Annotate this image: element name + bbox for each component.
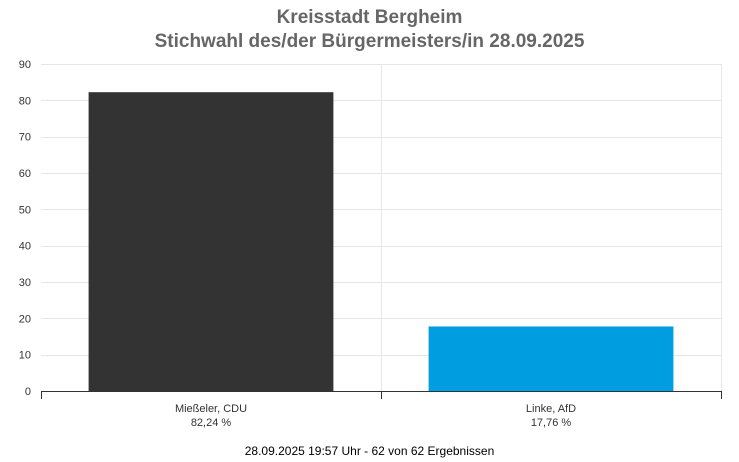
y-tick-label: 70 (19, 132, 31, 144)
y-tick-label: 50 (19, 204, 31, 216)
y-tick-label: 90 (19, 59, 31, 71)
bar-1[interactable] (88, 92, 334, 391)
axis-labels: 0 10 20 30 40 50 60 70 80 90 Mießeler, CDU 82,24 % L… (19, 59, 576, 429)
y-tick-label: 40 (19, 241, 31, 253)
x-percentage-label: 82,24 % (191, 417, 232, 429)
y-tick-label: 20 (19, 313, 31, 325)
x-category-label: Mießeler, CDU (175, 403, 247, 415)
results-footer: 28.09.2025 19:57 Uhr - 62 von 62 Ergebni… (244, 444, 495, 458)
x-category-label: Linke, AfD (526, 403, 576, 415)
y-tick-label: 0 (25, 386, 31, 398)
chart-title: Kreisstadt Bergheim (276, 7, 463, 28)
chart-subtitle: Stichwahl des/der Bürgermeisters/in 28.0… (154, 31, 585, 52)
y-tick-label: 10 (19, 350, 31, 362)
chart-title-block: Kreisstadt Bergheim Stichwahl des/der Bü… (0, 6, 739, 54)
axes (41, 391, 722, 399)
bar-2[interactable] (428, 326, 674, 391)
y-tick-label: 30 (19, 277, 31, 289)
y-tick-label: 80 (19, 95, 31, 107)
bars (88, 92, 674, 391)
y-tick-label: 60 (19, 168, 31, 180)
x-percentage-label: 17,76 % (531, 417, 572, 429)
